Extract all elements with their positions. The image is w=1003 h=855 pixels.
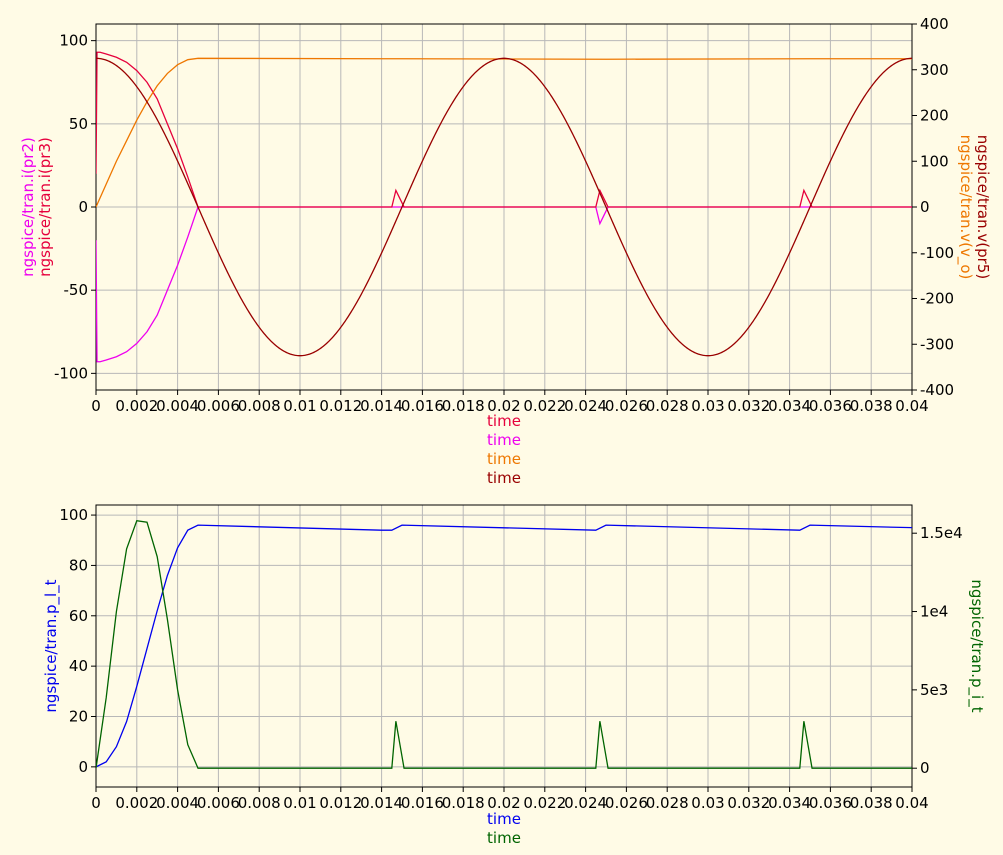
x-tick-label: 0.026: [605, 794, 648, 812]
series-line: [96, 57, 912, 208]
y-axis-label-left: ngspice/tran.i(pr3): [36, 137, 54, 277]
y-axis-label-left: ngspice/tran.p_l_t: [42, 579, 61, 712]
x-tick-label: 0: [91, 397, 101, 415]
y-tick-label-left: 0: [78, 198, 88, 216]
y-tick-label-right: 0: [920, 198, 930, 216]
plot-frame: [95, 504, 913, 788]
x-tick-label: 0: [91, 794, 101, 812]
x-tick-label: 0.02: [487, 397, 520, 415]
x-tick-label: 0.002: [115, 397, 158, 415]
y-tick-label-left: -100: [54, 364, 88, 382]
x-tick-label: 0.034: [768, 794, 811, 812]
x-tick-label: 0.012: [319, 794, 362, 812]
x-tick-label: 0.03: [691, 397, 724, 415]
x-tick-label: 0.008: [238, 397, 281, 415]
x-tick-label: 0.04: [895, 794, 928, 812]
x-tick-label: 0.004: [156, 794, 199, 812]
y-axis-label-right: ngspice/tran.p_i_t: [967, 579, 986, 712]
y-tick-label-right: 5e3: [920, 681, 948, 699]
x-tick-label: 0.024: [564, 794, 607, 812]
y-tick-label-left: 80: [69, 556, 88, 574]
y-tick-label-right: 200: [920, 107, 949, 125]
x-tick-label: 0.034: [768, 397, 811, 415]
x-axis-label: time: [487, 810, 521, 828]
y-tick-label-left: 100: [59, 506, 88, 524]
x-tick-label: 0.024: [564, 397, 607, 415]
x-tick-label: 0.022: [523, 794, 566, 812]
y-tick-label-right: -200: [920, 290, 954, 308]
y-tick-label-left: 50: [69, 115, 88, 133]
x-tick-label: 0.018: [442, 397, 485, 415]
x-tick-label: 0.004: [156, 397, 199, 415]
x-tick-label: 0.006: [197, 794, 240, 812]
series-line: [96, 57, 912, 357]
x-tick-label: 0.04: [895, 397, 928, 415]
y-tick-label-right: 300: [920, 61, 949, 79]
y-axis-label-right: ngspice/tran.v(pr5): [974, 135, 992, 279]
x-tick-label: 0.012: [319, 397, 362, 415]
y-tick-label-right: 0: [920, 759, 930, 777]
y-tick-label-left: 60: [69, 607, 88, 625]
x-tick-label: 0.03: [691, 794, 724, 812]
series-line: [96, 519, 912, 769]
y-tick-label-left: 0: [78, 758, 88, 776]
x-tick-label: 0.032: [727, 397, 770, 415]
x-tick-label: 0.006: [197, 397, 240, 415]
series-line: [96, 524, 912, 768]
x-tick-label: 0.01: [283, 794, 316, 812]
x-tick-label: 0.016: [401, 397, 444, 415]
x-tick-label: 0.036: [809, 397, 852, 415]
y-tick-label-left: 100: [59, 32, 88, 50]
y-tick-label-right: 1.5e4: [920, 524, 963, 542]
x-tick-label: 0.014: [360, 397, 403, 415]
y-axis-label-left: ngspice/tran.i(pr2): [19, 137, 37, 277]
x-axis-label: time: [487, 469, 521, 487]
x-tick-label: 0.01: [283, 397, 316, 415]
x-axis-label: time: [487, 450, 521, 468]
x-tick-label: 0.038: [850, 397, 893, 415]
x-tick-label: 0.002: [115, 794, 158, 812]
x-tick-label: 0.02: [487, 794, 520, 812]
x-tick-label: 0.028: [646, 794, 689, 812]
y-tick-label-right: 100: [920, 152, 949, 170]
x-tick-label: 0.022: [523, 397, 566, 415]
x-tick-label: 0.008: [238, 794, 281, 812]
x-tick-label: 0.016: [401, 794, 444, 812]
y-tick-label-right: -100: [920, 244, 954, 262]
y-tick-label-right: 1e4: [920, 603, 948, 621]
x-tick-label: 0.036: [809, 794, 852, 812]
x-tick-label: 0.014: [360, 794, 403, 812]
x-axis-label: time: [487, 431, 521, 449]
y-tick-label-left: 20: [69, 708, 88, 726]
y-axis-label-right: ngspice/tran.v(v_o): [956, 135, 975, 280]
y-tick-label-left: -50: [64, 281, 89, 299]
x-axis-label: time: [487, 412, 521, 430]
x-tick-label: 0.038: [850, 794, 893, 812]
x-tick-label: 0.028: [646, 397, 689, 415]
x-axis-label: time: [487, 829, 521, 847]
y-tick-label-right: -400: [920, 381, 954, 399]
series-line: [96, 51, 912, 208]
y-tick-label-right: 400: [920, 15, 949, 33]
y-tick-label-right: -300: [920, 335, 954, 353]
y-tick-label-left: 40: [69, 657, 88, 675]
x-tick-label: 0.032: [727, 794, 770, 812]
x-tick-label: 0.018: [442, 794, 485, 812]
x-tick-label: 0.026: [605, 397, 648, 415]
